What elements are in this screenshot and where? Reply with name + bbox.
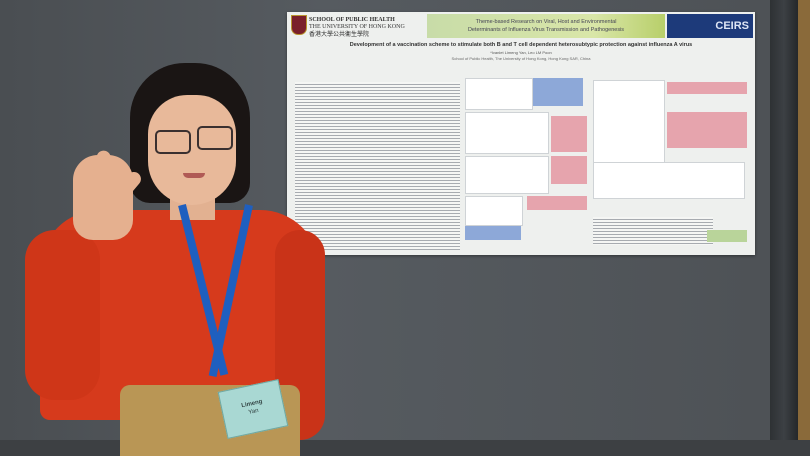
display-pole xyxy=(770,0,798,456)
theme-line-2: Determinants of Influenza Virus Transmis… xyxy=(467,27,625,33)
smile xyxy=(183,173,205,178)
poster-text-column xyxy=(295,82,460,250)
school-name-chinese: 香港大學公共衞生學院 xyxy=(309,31,370,38)
theme-banner: Theme-based Research on Viral, Host and … xyxy=(427,14,665,38)
poster-footer-logo xyxy=(707,230,747,242)
poster-callout xyxy=(551,156,587,184)
university-name: THE UNIVERSITY OF HONG KONG xyxy=(309,24,405,30)
poster-affiliation: School of Public Health, The University … xyxy=(451,56,591,61)
glasses-icon xyxy=(155,130,191,154)
poster-callout xyxy=(667,82,747,94)
theme-line-1: Theme-based Research on Viral, Host and … xyxy=(475,19,617,25)
poster-title: Development of a vaccination scheme to s… xyxy=(349,42,693,48)
poster-figure xyxy=(465,196,523,226)
hku-logo-block: SCHOOL OF PUBLIC HEALTH THE UNIVERSITY O… xyxy=(291,15,421,39)
left-arm xyxy=(25,230,100,400)
poster-callout xyxy=(527,196,587,210)
poster-figure xyxy=(593,162,745,199)
hku-shield-icon xyxy=(291,15,307,35)
poster-banner: SCHOOL OF PUBLIC HEALTH THE UNIVERSITY O… xyxy=(287,12,755,40)
poster-callout xyxy=(551,116,587,152)
poster-callout xyxy=(533,78,583,106)
glasses-icon xyxy=(197,126,233,150)
poster-figure xyxy=(465,156,549,194)
poster-figure xyxy=(465,112,549,154)
poster-callout xyxy=(667,112,747,148)
ceirs-logo: CEIRS xyxy=(667,14,753,38)
school-name: SCHOOL OF PUBLIC HEALTH xyxy=(309,17,395,23)
poster-callout xyxy=(465,226,521,240)
research-poster: SCHOOL OF PUBLIC HEALTH THE UNIVERSITY O… xyxy=(287,12,755,255)
face xyxy=(148,95,236,205)
poster-authors: *Ivanlet Limeng Yan, Leo LM Poon xyxy=(490,50,552,55)
wooden-edge xyxy=(798,0,810,456)
poster-figure xyxy=(465,78,533,110)
poster-significance xyxy=(593,217,713,245)
